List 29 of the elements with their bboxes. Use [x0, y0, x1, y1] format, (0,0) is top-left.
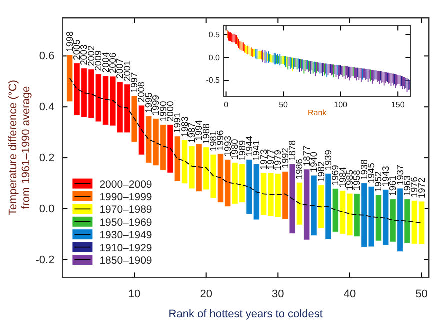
- legend-label: 1970–1989: [100, 204, 152, 216]
- legend-label: 1850–1909: [100, 255, 152, 267]
- x-axis-title: Rank of hottest years to coldest: [168, 308, 323, 321]
- legend-label: 2000–2009: [100, 178, 152, 191]
- y-tick-label: 0.0: [39, 203, 55, 216]
- annotation: 1878: [288, 140, 298, 162]
- x-tick-label: 10: [128, 288, 141, 301]
- y-tick-label: 0.4: [39, 102, 55, 114]
- legend-label: 1990–1999: [100, 192, 152, 204]
- x-tick-label: 100: [334, 100, 348, 110]
- x-tick-label: 50: [416, 288, 428, 301]
- legend-label: 1930–1949: [100, 230, 152, 242]
- x-tick-label: 50: [279, 100, 289, 110]
- annotation: 1998: [64, 31, 75, 52]
- y-tick-label: 0.6: [39, 50, 55, 63]
- y-tick-label: 0.2: [39, 152, 55, 165]
- y-axis-title: Temperature difference (°C) from 1961–1990 average: [8, 80, 33, 216]
- legend-label: 1950–1969: [100, 216, 152, 229]
- x-axis-title: Rank: [308, 108, 328, 118]
- x-tick-label: 150: [391, 100, 406, 110]
- y-tick-label: 0.0: [208, 53, 221, 62]
- x-tick-label: 30: [272, 288, 284, 301]
- legend-label: 1910–1929: [100, 242, 152, 254]
- y-tick-label: -0.2: [36, 254, 55, 266]
- x-tick-label: 20: [200, 288, 212, 301]
- x-tick-label: 0: [224, 100, 230, 110]
- x-tick-label: 40: [344, 288, 356, 301]
- y-tick-label: -0.5: [206, 76, 221, 86]
- y-tick-label: 0.5: [208, 30, 221, 40]
